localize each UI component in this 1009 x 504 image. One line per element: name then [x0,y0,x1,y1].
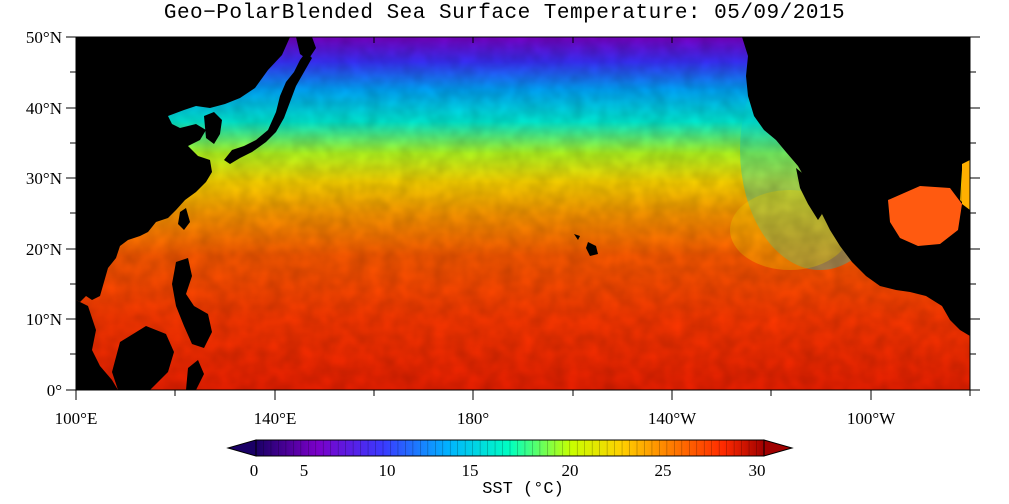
colorbar-high-arrow [763,439,794,457]
land-taiwan [178,208,190,230]
lat-ticks [66,36,980,391]
lat-label-40n: 40°N [26,99,62,118]
cbar-tick-15: 15 [462,461,479,480]
cbar-tick-5: 5 [300,461,309,480]
land-north-america [742,37,970,336]
map-title: Geo−PolarBlended Sea Surface Temperature… [163,2,846,25]
colorbar: 0 5 10 15 20 25 30 [226,439,794,480]
lon-label-100e: 100°E [55,409,98,428]
colorbar-title: SST (°C) [482,480,564,499]
land-korea [204,112,222,144]
lat-label-0: 0° [47,381,62,400]
colorbar-ticks: 0 5 10 15 20 25 30 [250,461,766,480]
land-sakhalin [296,37,316,60]
lat-label-20n: 20°N [26,240,62,259]
lat-label-30n: 30°N [26,169,62,188]
land-japan [224,52,312,164]
lon-ticks [75,37,971,400]
land-baja [796,168,822,220]
lon-label-140e: 140°E [254,409,297,428]
colorbar-segments [263,440,757,456]
lon-label-180: 180° [457,409,489,428]
land-sulawesi [186,360,204,390]
cbar-tick-25: 25 [655,461,672,480]
land-borneo [112,326,174,390]
land-asia [76,37,290,302]
lat-label-10n: 10°N [26,310,62,329]
lon-label-140w: 140°W [648,409,697,428]
lon-labels: 100°E 140°E 180° 140°W 100°W [55,409,896,428]
lon-label-100w: 100°W [847,409,896,428]
land-indochina [76,300,118,390]
land-hawaii [574,234,598,256]
atlantic-slice [962,160,970,210]
cbar-tick-20: 20 [562,461,579,480]
land-philippines [172,258,212,348]
lat-labels: 50°N 40°N 30°N 20°N 10°N 0° [26,28,62,400]
cbar-tick-30: 30 [749,461,766,480]
colorbar-low-arrow [226,439,257,457]
gulf-of-mexico [888,186,962,246]
cbar-tick-0: 0 [250,461,259,480]
land [76,37,970,390]
cbar-tick-10: 10 [379,461,396,480]
lat-label-50n: 50°N [26,28,62,47]
